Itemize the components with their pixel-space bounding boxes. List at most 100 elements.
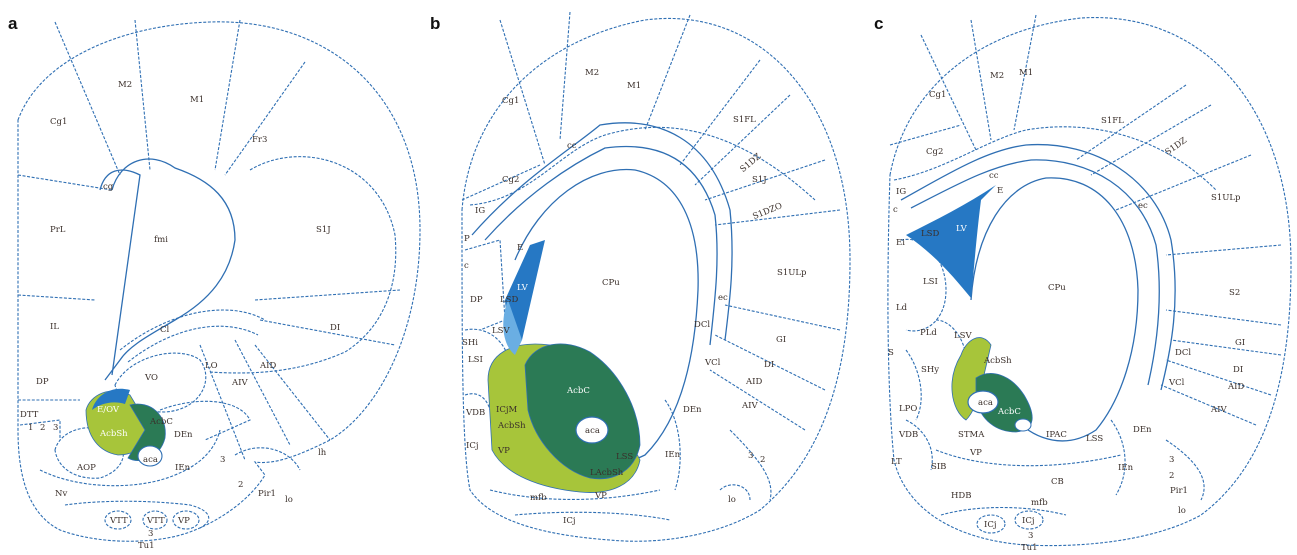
region-label: E (997, 186, 1003, 196)
divider (714, 209, 841, 226)
vtt-ellipse (104, 510, 132, 530)
region-label: S1FL (1101, 116, 1124, 126)
aca-b (575, 416, 609, 444)
region-label: DI (330, 323, 340, 333)
region-label: AcbC (566, 386, 590, 396)
brain-section-b: M2 M1 Cg1 S1FL cc S1DZ Cg2 S1J S1DZO IG … (461, 11, 851, 542)
region-label: S1DZ (1164, 136, 1189, 158)
region-label: VTT (109, 516, 128, 526)
region-label: M1 (627, 81, 641, 91)
cg-tract (99, 169, 141, 376)
region-label: DCl (1175, 348, 1191, 358)
region-label: DP (36, 377, 49, 387)
tubercle (64, 500, 210, 529)
region-label: DEn (174, 430, 193, 440)
region-label: LSI (468, 355, 483, 365)
region-label: M1 (1019, 68, 1033, 78)
region-label: ICjM (496, 405, 517, 415)
region-label: AIV (741, 401, 758, 411)
region-label: VP (177, 516, 190, 526)
panel-b: b M2 M1 (430, 0, 865, 555)
region-label: mfb (530, 493, 547, 503)
region-label: VCl (704, 358, 721, 368)
region-label: VP (969, 448, 982, 458)
vtt-ellipse (142, 510, 168, 530)
divider (54, 21, 121, 176)
region-label: 2 (40, 423, 45, 433)
region-label: M1 (190, 95, 204, 105)
region-label: LV (517, 283, 529, 293)
divider (920, 34, 977, 151)
region-label: S (888, 348, 894, 358)
ien-region (1110, 419, 1126, 496)
region-label: IEn (665, 450, 681, 460)
region-label: cc (567, 141, 577, 151)
region-label: PrL (50, 225, 66, 235)
divider (499, 19, 546, 166)
divider (1013, 14, 1037, 131)
region-label: DCl (694, 320, 710, 330)
cortex-boundary (893, 126, 1217, 191)
divider (644, 14, 691, 131)
region-label: LSV (492, 326, 510, 336)
region-label: LSS (1086, 434, 1103, 444)
region-label: LSD (500, 295, 518, 305)
icj-ellipse (976, 514, 1006, 534)
region-label: DEn (683, 405, 702, 415)
cc-outer (900, 143, 1176, 391)
region-label: AcbC (997, 407, 1021, 417)
region-label: 3 (1169, 455, 1174, 465)
divider (234, 339, 291, 446)
region-label: IG (896, 187, 906, 197)
region-label: ICj (984, 520, 997, 530)
region-label: M2 (118, 80, 132, 90)
divider (461, 164, 541, 201)
region-label: VDB (465, 408, 485, 418)
acb-core-c (975, 373, 1033, 433)
region-label: VO (144, 373, 158, 383)
septum-dp (464, 239, 506, 331)
cc-inner (484, 145, 718, 346)
tubercle (514, 511, 671, 521)
region-label: AcbC (149, 417, 173, 427)
region-label: AcbSh (497, 421, 526, 431)
panel-label-b: b (430, 14, 441, 33)
region-label: E/OV (97, 405, 120, 415)
cpu-outline (970, 177, 1139, 442)
region-label: LSS (616, 452, 633, 462)
region-label: DEn (1133, 425, 1152, 435)
region-label: PLd (920, 328, 937, 338)
region-label: S1ULp (777, 268, 807, 278)
region-label: HDB (951, 491, 971, 501)
cl-band (119, 309, 266, 351)
region-label: Cg1 (50, 117, 67, 127)
divider (214, 19, 241, 171)
region-label: c (893, 205, 898, 215)
divider (1165, 244, 1282, 256)
region-label: lh (318, 448, 327, 458)
region-label: IPAC (1046, 430, 1067, 440)
region-label: 3 (53, 423, 58, 433)
panel-label-c: c (874, 14, 884, 33)
region-label: LO (205, 361, 218, 371)
region-label: 2 (238, 480, 243, 490)
ventricle-b (505, 240, 545, 344)
region-label: LSI (923, 277, 938, 287)
region-label: DP (470, 295, 483, 305)
outline-outer (887, 17, 1292, 547)
forceps-minor-outline (104, 158, 236, 381)
region-label: SHy (921, 365, 939, 375)
region-label: S1DZ (738, 152, 763, 175)
region-label: AcbSh (99, 429, 128, 439)
region-label: CPu (1048, 283, 1066, 293)
region-label: Ei (896, 238, 905, 248)
region-label: Pir1 (1170, 486, 1188, 496)
region-label: Cg2 (502, 175, 519, 185)
region-label: ec (1138, 201, 1148, 211)
brain-section-a: M2 M1 Cg1 Fr3 cg PrL fmi S1J Cl IL DI DP… (17, 19, 421, 551)
divider (134, 19, 151, 171)
region-label: VCl (1168, 378, 1185, 388)
divider (709, 369, 806, 431)
panel-c: c M (866, 0, 1297, 555)
cortex-boundary (469, 126, 816, 206)
